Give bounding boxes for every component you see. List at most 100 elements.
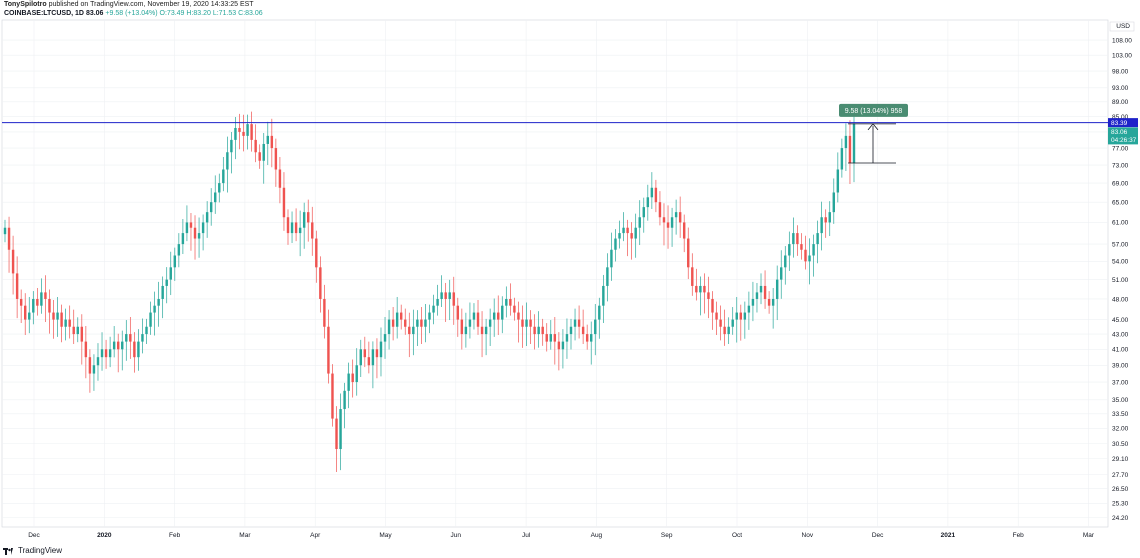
x-tick-label: Aug [591,532,603,539]
candle-body [456,305,460,320]
candle-body [189,222,193,228]
candle-body [48,298,51,313]
candle-body [116,341,120,350]
candle-body [15,273,19,299]
candle-body [157,298,160,306]
candle-body [153,305,156,313]
x-tick-label: May [379,532,392,539]
measure-label: 9.58 (13.04%) 958 [845,108,903,115]
candle-body [751,298,755,306]
candle-body [125,334,128,342]
candle-body [266,135,269,144]
candle-body [743,312,747,320]
candle-body [121,341,124,350]
candle-body [351,373,354,383]
candle-body [11,249,15,274]
y-tick-label: 39.00 [1112,363,1129,370]
candle-body [286,217,290,234]
candle-body [662,217,666,223]
y-tick-label: 103.00 [1112,52,1132,59]
candle-body [161,285,164,299]
candle-body [642,207,645,218]
candle-body [391,319,395,327]
candle-body [739,312,743,320]
candle-body [521,319,524,327]
candle-body [133,341,136,358]
candle-body [852,123,856,163]
candle-body [44,292,47,299]
y-tick-label: 27.70 [1112,472,1129,479]
candle-body [695,285,698,293]
x-tick-label: Feb [1013,532,1025,539]
candle-body [242,131,245,136]
currency-box [1109,21,1135,32]
candle-body [387,319,391,335]
author-name[interactable]: TonySpilotro [4,1,47,8]
candle-body [590,334,593,342]
candle-body [501,305,504,320]
candle-body [129,334,132,342]
candle-body [699,285,702,293]
candle-body [533,326,536,335]
candle-body [343,390,346,410]
candle-body [108,349,112,358]
y-tick-label: 43.00 [1112,331,1129,338]
y-tick-label: 30.50 [1112,441,1129,448]
candle-body [80,326,84,342]
candle-body [792,233,795,245]
candle-body [40,292,43,306]
candle-body [290,222,294,234]
y-tick-label: 98.00 [1112,68,1129,75]
candle-body [32,298,35,313]
candle-body [448,292,451,299]
candle-body [719,319,722,327]
candle-body [282,187,286,218]
y-tick-label: 51.00 [1112,277,1129,284]
price-tag-price [1108,127,1138,137]
symbol-name[interactable]: COINBASE:LTCUSD, 1D [4,10,84,17]
candle-body [319,267,322,299]
candle-body [666,222,670,228]
candle-body [771,298,775,306]
candle-body [395,312,399,327]
candle-body [88,357,92,374]
candle-body [513,305,516,313]
price-tag-label: 04:26:37 [1111,137,1137,144]
candle-body [100,349,104,358]
y-tick-label: 41.00 [1112,347,1129,354]
candle-body [355,365,358,383]
y-tick-label: 24.20 [1112,515,1129,522]
candle-body [759,285,763,293]
candle-body [525,319,528,327]
y-tick-label: 37.00 [1112,379,1129,386]
candle-body [315,238,318,268]
candle-body [638,217,641,228]
candle-body [472,312,476,320]
candle-body [278,169,282,188]
candle-body [181,233,185,245]
price-tag-label: 83.39 [1111,120,1128,127]
candle-body [545,334,548,342]
candle-body [747,305,751,313]
candle-body [565,334,569,342]
candle-body [606,267,609,286]
candle-body [573,319,577,327]
candle-body [505,298,508,306]
y-tick-label: 61.00 [1112,220,1129,227]
x-tick-label: 2021 [941,532,956,539]
candle-body [480,326,484,335]
candle-body [832,192,835,213]
candle-body [137,341,140,358]
last-price: 83.06 [85,10,104,17]
candle-body [359,349,362,366]
y-tick-label: 32.00 [1112,426,1129,433]
measure-label-box [839,103,908,117]
candle-body [339,409,342,450]
candle-body [399,312,403,320]
candle-body [28,312,31,320]
candle-body [112,341,116,350]
footer-brand[interactable]: TradingView [3,546,62,555]
y-tick-label: 73.00 [1112,162,1129,169]
x-tick-label: Jun [451,532,462,539]
